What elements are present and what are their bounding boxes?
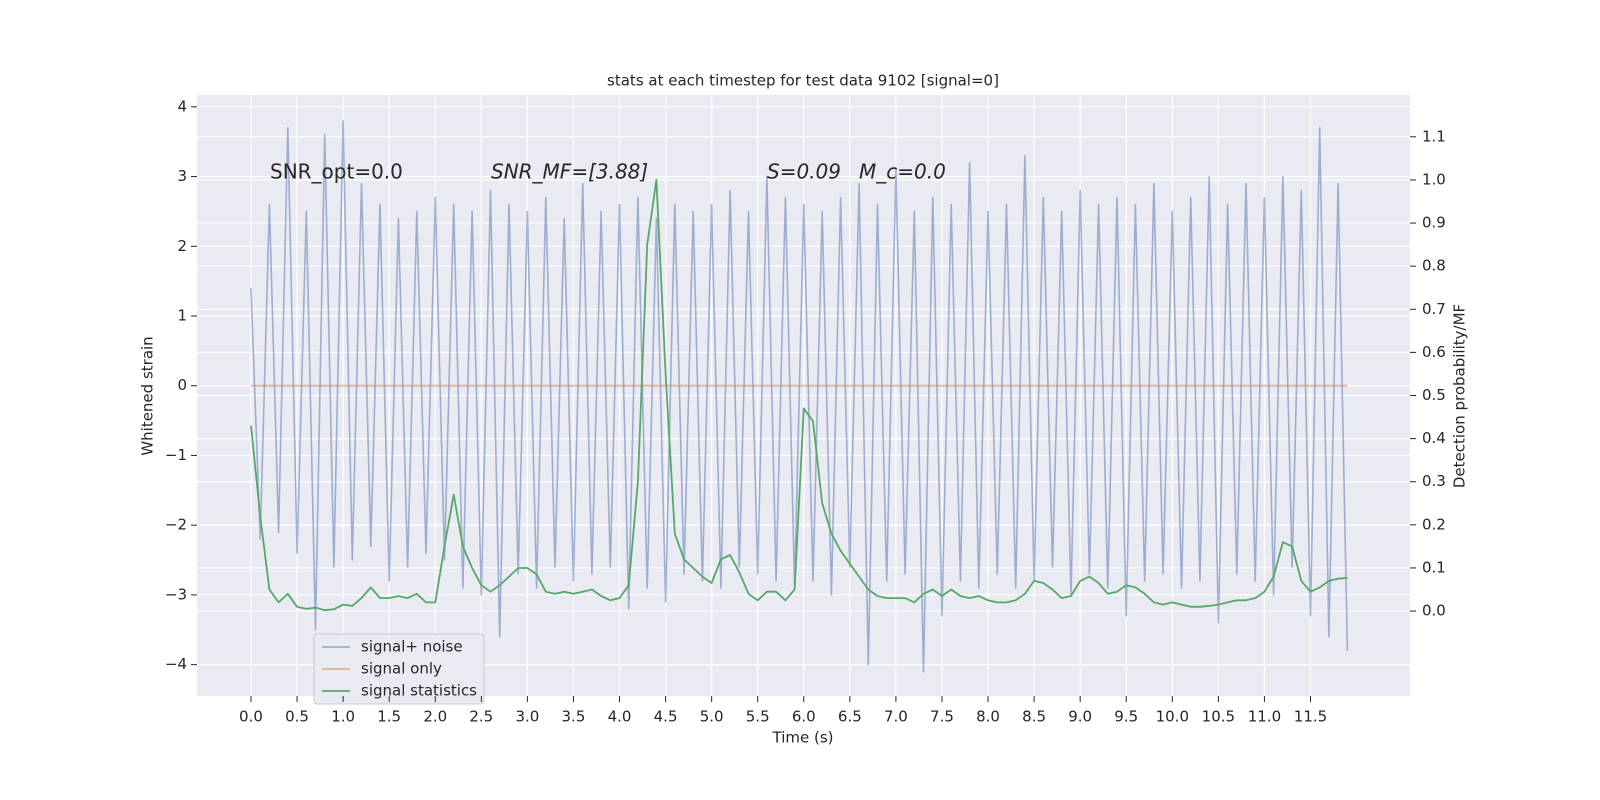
y2-tick-label: 0.7 xyxy=(1422,300,1446,318)
x-axis-label: Time (s) xyxy=(772,729,834,747)
x-tick-label: 11.0 xyxy=(1248,708,1281,726)
x-tick-label: 8.5 xyxy=(1022,708,1046,726)
y2-tick-label: 0.4 xyxy=(1422,429,1446,447)
x-tick-label: 5.5 xyxy=(746,708,770,726)
x-tick-label: 10.5 xyxy=(1202,708,1235,726)
x-tick-label: 2.0 xyxy=(423,708,447,726)
chart-title: stats at each timestep for test data 910… xyxy=(607,72,999,90)
y-tick-label: −3 xyxy=(165,585,187,603)
legend-box xyxy=(313,633,485,705)
y-tick-label: 3 xyxy=(177,167,187,185)
x-tick-label: 4.5 xyxy=(654,708,678,726)
y-tick-label: −4 xyxy=(165,655,187,673)
x-tick-label: 6.0 xyxy=(792,708,816,726)
y-axis-label: Whitened strain xyxy=(139,336,157,455)
y-tick-label: 1 xyxy=(177,307,187,325)
x-tick-label: 8.0 xyxy=(976,708,1000,726)
x-tick-label: 6.5 xyxy=(838,708,862,726)
y2-tick-label: 1.0 xyxy=(1422,170,1446,188)
x-tick-label: 0.5 xyxy=(285,708,309,726)
x-tick-label: 10.0 xyxy=(1156,708,1189,726)
x-tick-label: 4.0 xyxy=(608,708,632,726)
annotation: M_c=0.0 xyxy=(859,160,946,184)
legend-label: signal only xyxy=(361,660,442,678)
annotation: S=0.09 xyxy=(767,160,841,184)
y2-tick-label: 0.9 xyxy=(1422,214,1446,232)
x-tick-label: 9.0 xyxy=(1068,708,1092,726)
x-tick-label: 3.5 xyxy=(562,708,586,726)
y-tick-label: −1 xyxy=(165,446,187,464)
x-tick-label: 1.5 xyxy=(377,708,401,726)
y2-tick-label: 1.1 xyxy=(1422,127,1446,145)
series-line xyxy=(250,120,1349,673)
legend-label: signal+ noise xyxy=(361,638,463,656)
legend: signal+ noise signal only signal statistic… xyxy=(313,633,485,705)
y2-tick-label: 0.3 xyxy=(1422,472,1446,490)
x-tick-label: 11.5 xyxy=(1294,708,1327,726)
x-tick-label: 7.5 xyxy=(930,708,954,726)
x-tick-label: 1.0 xyxy=(331,708,355,726)
x-tick-label: 2.5 xyxy=(469,708,493,726)
y2-tick-label: 0.0 xyxy=(1422,602,1446,620)
y2-tick-label: 0.2 xyxy=(1422,515,1446,533)
y-tick-label: −2 xyxy=(165,516,187,534)
y2-tick-label: 0.1 xyxy=(1422,558,1446,576)
y-tick-label: 2 xyxy=(177,237,187,255)
y-tick-label: 4 xyxy=(177,97,187,115)
y2-axis-label: Detection probability/MF xyxy=(1451,304,1469,488)
marks xyxy=(250,120,1349,673)
annotation: SNR_opt=0.0 xyxy=(270,160,403,184)
y2-tick-label: 0.6 xyxy=(1422,343,1446,361)
y-tick-label: 0 xyxy=(177,376,187,394)
legend-label: signal statistics xyxy=(361,682,477,700)
y2-tick-label: 0.8 xyxy=(1422,257,1446,275)
annotation: SNR_MF=[3.88] xyxy=(491,160,648,184)
series-line xyxy=(250,178,1348,612)
x-tick-label: 5.0 xyxy=(700,708,724,726)
x-tick-label: 0.0 xyxy=(239,708,263,726)
y2-tick-label: 0.5 xyxy=(1422,386,1446,404)
x-tick-label: 7.0 xyxy=(884,708,908,726)
x-tick-label: 9.5 xyxy=(1114,708,1138,726)
annotations: SNR_opt=0.0 SNR_MF=[3.88] S=0.09 M_c=0.0 xyxy=(270,160,946,184)
x-tick-label: 3.0 xyxy=(515,708,539,726)
